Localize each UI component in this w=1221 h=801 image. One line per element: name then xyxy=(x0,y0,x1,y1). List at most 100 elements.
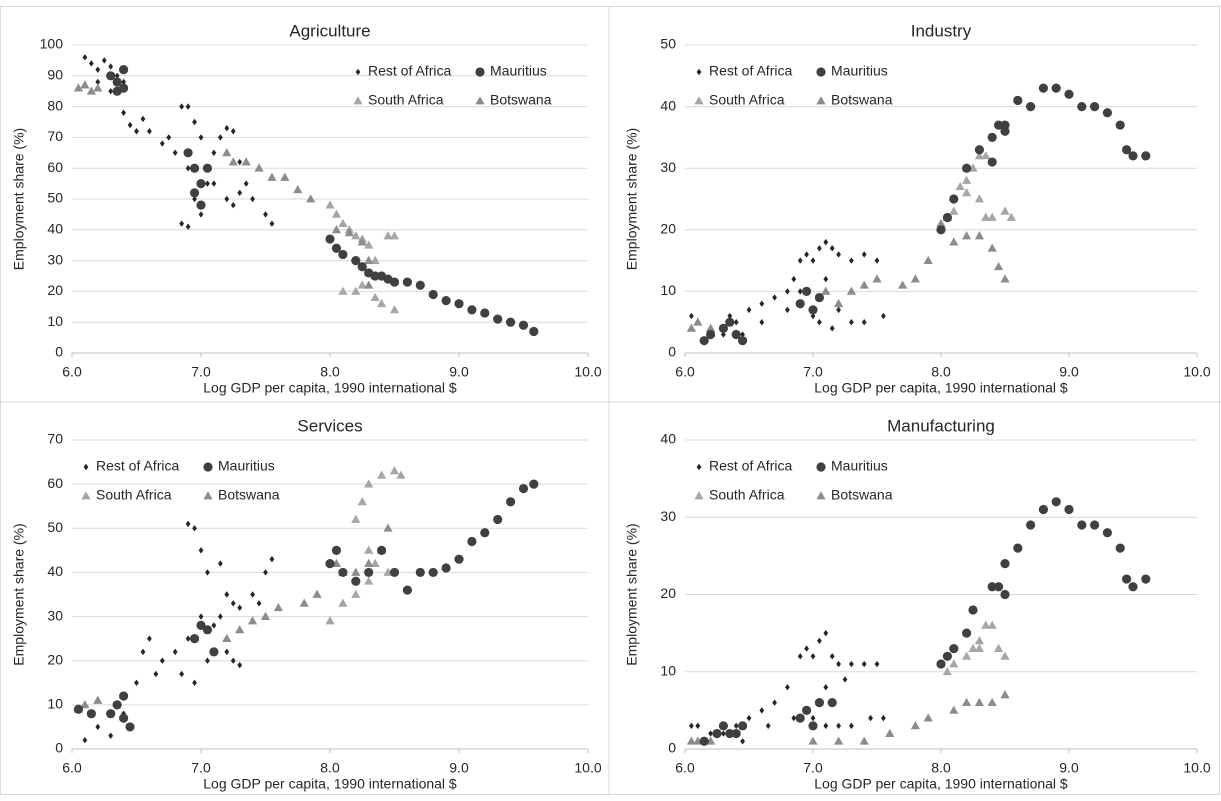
point xyxy=(364,240,374,249)
point xyxy=(198,547,204,554)
point xyxy=(693,317,703,326)
x-tick-label: 6.0 xyxy=(62,760,82,776)
point xyxy=(134,128,139,135)
point xyxy=(179,670,185,678)
point xyxy=(849,257,854,264)
point xyxy=(994,582,1004,592)
point xyxy=(802,705,812,715)
point xyxy=(874,257,880,264)
point xyxy=(804,251,809,258)
point xyxy=(147,635,152,642)
point xyxy=(981,151,991,160)
legend-marker xyxy=(475,96,485,105)
point xyxy=(936,225,946,235)
point xyxy=(1000,559,1010,569)
point xyxy=(1038,83,1048,93)
point xyxy=(1141,151,1151,161)
point xyxy=(383,523,393,532)
point xyxy=(974,151,984,160)
point xyxy=(467,305,477,315)
point xyxy=(987,697,997,707)
point xyxy=(962,175,972,184)
point xyxy=(1000,651,1010,660)
point xyxy=(95,66,101,73)
legend-label: South Africa xyxy=(96,487,172,503)
point xyxy=(196,179,206,189)
point xyxy=(254,163,264,172)
point xyxy=(718,323,729,333)
point xyxy=(338,598,348,607)
y-tick-label: 30 xyxy=(47,607,63,623)
point xyxy=(260,611,271,620)
legend-marker xyxy=(81,491,91,500)
point xyxy=(153,670,159,678)
point xyxy=(1115,543,1125,553)
legend-label: Mauritius xyxy=(831,458,888,474)
legend-label: South Africa xyxy=(368,92,444,108)
y-tick-label: 10 xyxy=(660,282,676,298)
point xyxy=(250,591,255,598)
x-tick-label: 9.0 xyxy=(1059,760,1079,776)
legend-label: Rest of Africa xyxy=(368,63,451,79)
point xyxy=(179,220,185,227)
point xyxy=(834,298,844,308)
point xyxy=(357,280,367,289)
point xyxy=(377,298,387,308)
point xyxy=(88,60,94,67)
point xyxy=(205,657,210,664)
point xyxy=(968,643,978,652)
point xyxy=(1077,102,1087,112)
x-axis-label: Log GDP per capita, 1990 international $ xyxy=(814,380,1068,396)
point xyxy=(93,83,103,92)
point xyxy=(506,497,516,507)
point xyxy=(273,602,283,612)
point xyxy=(727,312,733,320)
point xyxy=(73,83,84,92)
point xyxy=(949,206,959,215)
y-tick-label: 70 xyxy=(47,128,63,144)
point xyxy=(962,231,972,240)
legend-label: Botswana xyxy=(218,487,280,503)
y-axis-label: Employment share (%) xyxy=(11,128,27,270)
point xyxy=(441,296,451,306)
point xyxy=(738,336,748,346)
point xyxy=(829,245,835,252)
point xyxy=(699,336,709,346)
point xyxy=(829,653,835,660)
point xyxy=(370,558,380,567)
y-tick-label: 10 xyxy=(660,662,676,678)
point xyxy=(759,707,765,714)
point xyxy=(80,80,90,89)
point xyxy=(827,698,837,708)
point xyxy=(179,103,185,110)
point xyxy=(357,262,367,272)
point xyxy=(269,220,275,227)
point xyxy=(872,274,882,283)
point xyxy=(987,157,997,167)
point xyxy=(106,709,116,719)
point xyxy=(949,643,959,654)
point xyxy=(923,713,933,722)
point xyxy=(987,132,997,142)
point xyxy=(192,118,197,126)
point xyxy=(772,294,777,301)
point xyxy=(263,569,268,576)
chart-title: Industry xyxy=(911,21,972,40)
point xyxy=(1090,520,1100,530)
point xyxy=(351,514,361,523)
point xyxy=(86,86,96,95)
point xyxy=(202,163,213,173)
x-tick-label: 10.0 xyxy=(1183,364,1210,380)
point xyxy=(785,306,790,314)
point xyxy=(823,275,829,283)
point xyxy=(493,314,503,324)
point xyxy=(267,172,277,181)
point xyxy=(119,713,129,723)
point xyxy=(211,180,217,187)
point xyxy=(205,569,210,576)
point xyxy=(299,598,309,607)
point xyxy=(859,736,869,745)
point xyxy=(211,149,217,156)
point xyxy=(797,257,803,264)
point xyxy=(740,331,745,338)
